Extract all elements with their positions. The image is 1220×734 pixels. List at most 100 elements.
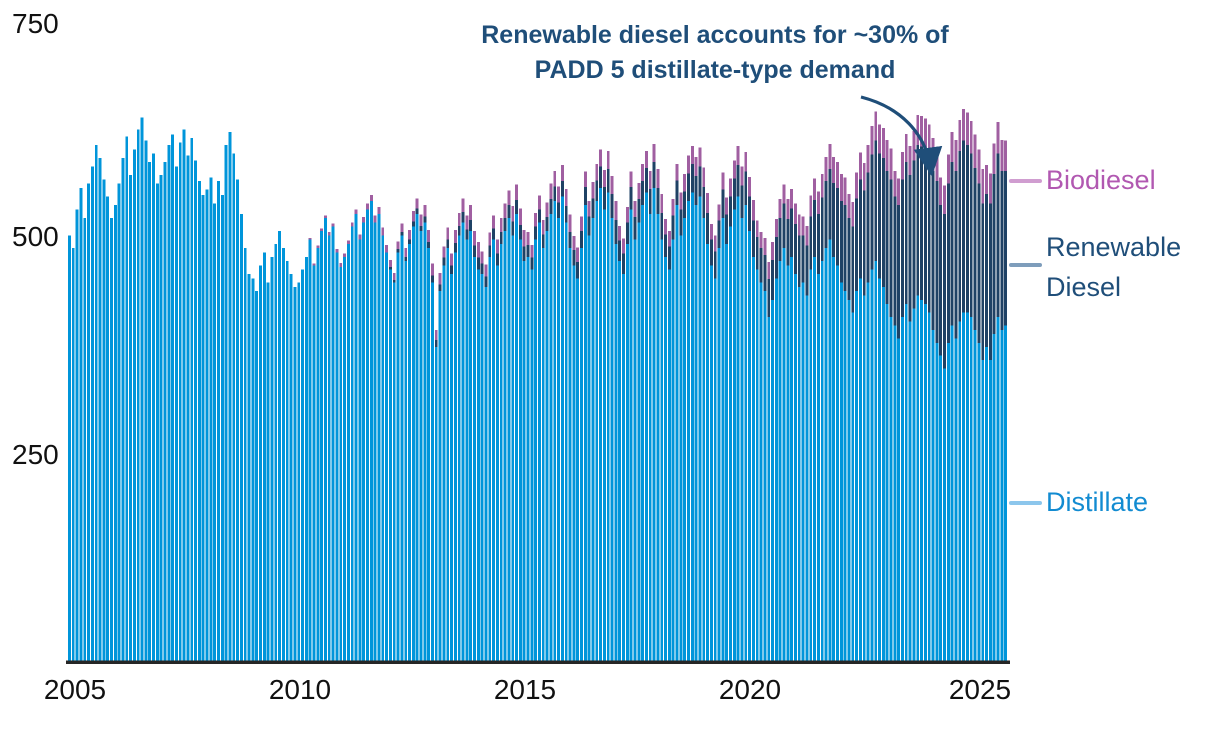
bar-segment <box>320 231 324 661</box>
bar-segment <box>629 187 633 210</box>
bar-segment <box>885 304 889 661</box>
bar-segment <box>450 265 454 274</box>
x-tick-2025: 2025 <box>948 674 1012 705</box>
bar-segment <box>950 132 954 163</box>
bar-segment <box>778 199 782 219</box>
bar-segment <box>369 194 373 201</box>
bar-segment <box>725 214 729 244</box>
bar-segment <box>923 304 927 661</box>
bar-segment <box>816 274 820 661</box>
bar-segment <box>690 192 694 662</box>
bar-segment <box>889 148 893 180</box>
bar-segment <box>545 217 549 231</box>
bar-segment <box>690 145 694 164</box>
bar-segment <box>889 317 893 661</box>
bar-segment <box>610 175 614 195</box>
bar-segment <box>740 185 744 219</box>
bar-segment <box>629 171 633 188</box>
bar-segment <box>943 368 946 661</box>
bar-segment <box>908 321 912 661</box>
bar-segment <box>878 124 881 154</box>
bar-segment <box>675 180 679 206</box>
bar-segment <box>748 196 752 231</box>
bar-segment <box>667 231 671 247</box>
bar-segment <box>866 172 870 283</box>
bar-segment <box>599 149 603 167</box>
bar-segment <box>683 191 687 219</box>
bar-segment <box>797 235 801 287</box>
bar-segment <box>392 280 396 283</box>
bar-segment <box>709 265 713 661</box>
bar-segment <box>205 189 209 661</box>
bar-segment <box>748 231 752 661</box>
bar-segment <box>629 209 633 661</box>
bar-segment <box>457 225 461 236</box>
bar-segment <box>557 218 561 661</box>
bar-segment <box>442 265 446 661</box>
bar-segment <box>901 317 904 661</box>
bar-segment <box>759 248 763 283</box>
bar-segment <box>121 157 125 661</box>
bar-segment <box>675 205 679 661</box>
bar-segment <box>442 257 446 266</box>
bar-segment <box>981 169 985 204</box>
bar-segment <box>644 168 648 193</box>
bar-segment <box>324 215 327 219</box>
bar-segment <box>285 261 289 661</box>
bar-segment <box>828 169 832 240</box>
bar-segment <box>228 132 232 662</box>
bar-segment <box>473 256 476 661</box>
bar-segment <box>350 226 354 661</box>
bar-segment <box>824 248 828 661</box>
bar-segment <box>602 209 606 661</box>
bar-segment <box>450 253 454 266</box>
bar-segment <box>427 242 431 249</box>
bar-segment <box>786 199 790 219</box>
bar-segment <box>847 299 851 661</box>
bar-segment <box>897 178 901 206</box>
bar-segment <box>832 157 836 183</box>
bar-segment <box>797 286 801 661</box>
bar-segment <box>476 257 480 270</box>
bar-segment <box>1004 140 1008 171</box>
bar-segment <box>236 179 240 661</box>
x-tick-2020: 2020 <box>718 674 782 705</box>
bar-segment <box>438 273 442 285</box>
bar-segment <box>679 235 683 662</box>
bar-segment <box>625 206 629 223</box>
bar-segment <box>847 194 851 219</box>
bar-segment <box>511 221 515 236</box>
bar-segment <box>465 215 469 230</box>
bar-segment <box>408 230 411 240</box>
bar-segment <box>939 355 943 661</box>
renewable-diesel-connector-line <box>1009 263 1042 267</box>
bar-segment <box>312 263 316 266</box>
bar-segment <box>587 216 591 236</box>
bar-segment <box>431 263 434 276</box>
bar-segment <box>453 230 457 244</box>
bar-segment <box>431 275 434 283</box>
bar-segment <box>954 139 958 171</box>
bar-segment <box>366 203 369 210</box>
bar-segment <box>373 215 377 223</box>
bar-segment <box>220 194 224 661</box>
bar-segment <box>725 197 729 215</box>
bar-segment <box>255 291 259 661</box>
bar-segment <box>583 171 587 188</box>
bar-segment <box>927 312 931 661</box>
bar-segment <box>297 282 301 661</box>
bar-segment <box>912 131 916 161</box>
bar-segment <box>992 143 996 175</box>
legend-label-renewable-diesel: Renewable Diesel <box>1046 232 1182 302</box>
bar-segment <box>465 239 469 661</box>
bar-segment <box>312 265 316 661</box>
bar-segment <box>411 226 415 661</box>
bar-segment <box>366 209 369 661</box>
bar-segment <box>839 174 843 201</box>
bar-segment <box>419 225 423 231</box>
bar-segment <box>576 278 580 661</box>
bar-segment <box>1004 170 1008 326</box>
bar-segment <box>901 179 904 317</box>
bar-segment <box>996 121 1000 154</box>
bar-segment <box>102 179 106 661</box>
